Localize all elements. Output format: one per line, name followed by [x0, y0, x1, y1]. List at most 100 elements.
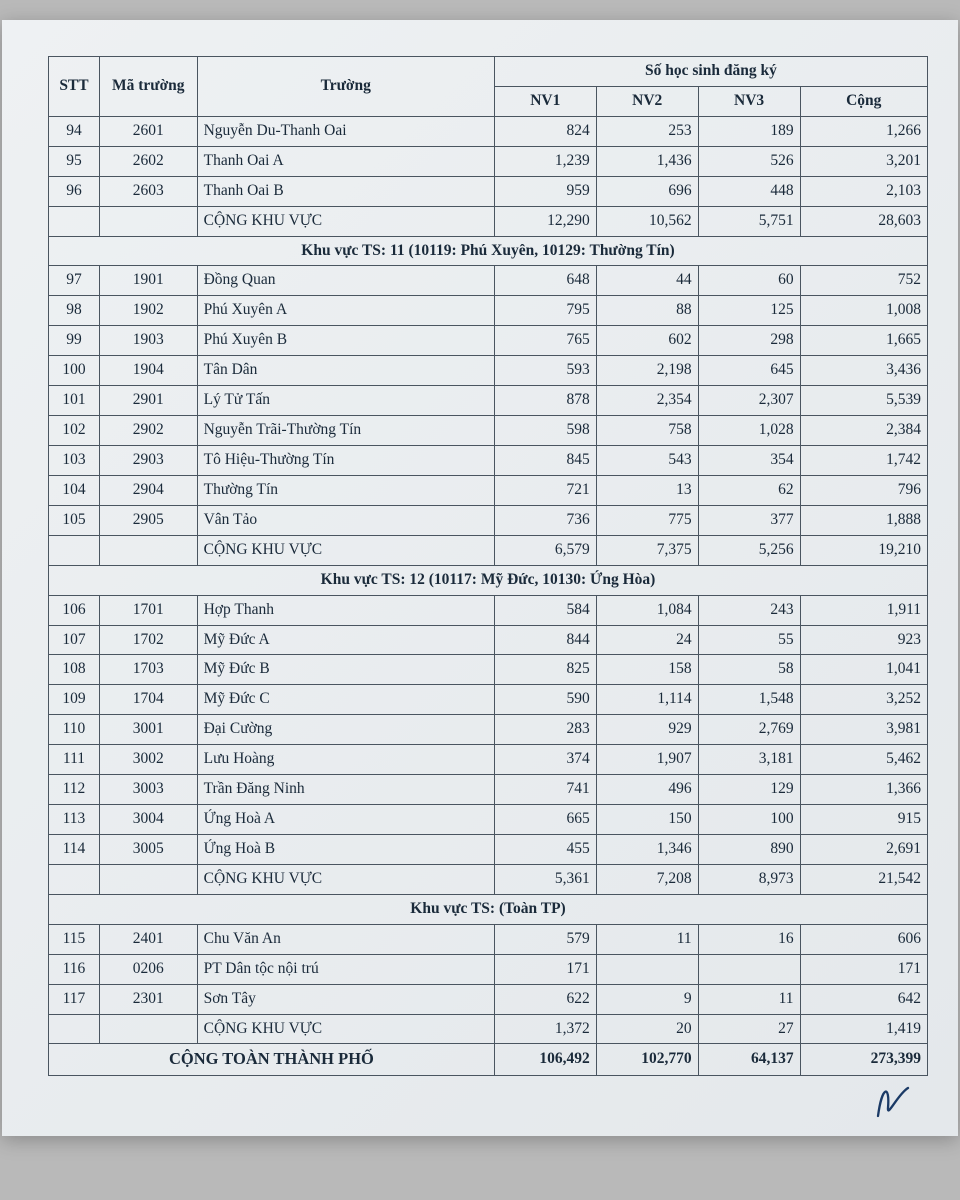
cell-nv2: 696 [596, 176, 698, 206]
cell-school-name: Mỹ Đức A [197, 625, 494, 655]
cell-nv2: 20 [596, 1014, 698, 1044]
cell-school-name: Sơn Tây [197, 984, 494, 1014]
cell-nv2: 10,562 [596, 206, 698, 236]
cell-sum: 1,742 [800, 445, 927, 475]
cell-nv2: 496 [596, 775, 698, 805]
cell-nv1: 765 [494, 326, 596, 356]
document-page: STT Mã trường Trường Số học sinh đăng ký… [2, 20, 958, 1136]
section-header-row: Khu vực TS: 12 (10117: Mỹ Đức, 10130: Ứn… [49, 565, 928, 595]
cell-nv3: 298 [698, 326, 800, 356]
cell-nv3: 5,256 [698, 535, 800, 565]
cell-school-name: Nguyễn Du-Thanh Oai [197, 116, 494, 146]
cell-code [99, 535, 197, 565]
cell-stt: 117 [49, 984, 100, 1014]
cell-school-name: Tô Hiệu-Thường Tín [197, 445, 494, 475]
cell-stt: 98 [49, 296, 100, 326]
cell-school-name: Ứng Hoà A [197, 805, 494, 835]
cell-code: 3003 [99, 775, 197, 805]
table-row: 952602Thanh Oai A1,2391,4365263,201 [49, 146, 928, 176]
cell-nv1: 455 [494, 834, 596, 864]
cell-code [99, 864, 197, 894]
table-row: 1012901Lý Tử Tấn8782,3542,3075,539 [49, 386, 928, 416]
cell-nv2: 1,346 [596, 834, 698, 864]
cell-nv1: 1,239 [494, 146, 596, 176]
cell-school-name: Thanh Oai B [197, 176, 494, 206]
cell-stt: 96 [49, 176, 100, 206]
header-truong: Trường [197, 57, 494, 117]
cell-nv1: 374 [494, 745, 596, 775]
cell-stt: 111 [49, 745, 100, 775]
cell-nv2: 253 [596, 116, 698, 146]
cell-nv3: 8,973 [698, 864, 800, 894]
cell-nv1: 824 [494, 116, 596, 146]
cell-nv1: 878 [494, 386, 596, 416]
cell-nv1: 845 [494, 445, 596, 475]
cell-nv3: 2,307 [698, 386, 800, 416]
cell-nv3: 11 [698, 984, 800, 1014]
cell-nv2: 929 [596, 715, 698, 745]
cell-stt: 109 [49, 685, 100, 715]
table-row: 991903Phú Xuyên B7656022981,665 [49, 326, 928, 356]
cell-nv3: 55 [698, 625, 800, 655]
cell-nv1: 959 [494, 176, 596, 206]
cell-stt: 104 [49, 475, 100, 505]
cell-sum: 1,041 [800, 655, 927, 685]
cell-nv2: 1,084 [596, 595, 698, 625]
cell-nv3: 2,769 [698, 715, 800, 745]
cell-sum: 3,981 [800, 715, 927, 745]
cell-stt: 103 [49, 445, 100, 475]
cell-stt: 112 [49, 775, 100, 805]
cell-sum: 1,665 [800, 326, 927, 356]
table-row: 1113002Lưu Hoàng3741,9073,1815,462 [49, 745, 928, 775]
cell-nv1: 844 [494, 625, 596, 655]
table-row: 1042904Thường Tín7211362796 [49, 475, 928, 505]
cell-code: 1902 [99, 296, 197, 326]
cell-nv3: 645 [698, 356, 800, 386]
cell-code: 3001 [99, 715, 197, 745]
subtotal-row: CỘNG KHU VỰC12,29010,5625,75128,603 [49, 206, 928, 236]
cell-sum: 752 [800, 266, 927, 296]
cell-sum: 21,542 [800, 864, 927, 894]
table-row: 1032903Tô Hiệu-Thường Tín8455433541,742 [49, 445, 928, 475]
cell-nv3: 1,548 [698, 685, 800, 715]
cell-nv3: 58 [698, 655, 800, 685]
cell-code: 1704 [99, 685, 197, 715]
cell-nv2: 758 [596, 416, 698, 446]
cell-stt: 110 [49, 715, 100, 745]
table-row: 1160206PT Dân tộc nội trú171171 [49, 954, 928, 984]
cell-nv3: 890 [698, 834, 800, 864]
table-row: 981902Phú Xuyên A795881251,008 [49, 296, 928, 326]
table-row: 1061701Hợp Thanh5841,0842431,911 [49, 595, 928, 625]
grand-total-row: CỘNG TOÀN THÀNH PHỐ106,492102,77064,1372… [49, 1044, 928, 1075]
cell-sum: 2,384 [800, 416, 927, 446]
cell-nv1: 1,372 [494, 1014, 596, 1044]
subtotal-row: CỘNG KHU VỰC6,5797,3755,25619,210 [49, 535, 928, 565]
cell-sum: 2,691 [800, 834, 927, 864]
cell-nv1: 283 [494, 715, 596, 745]
cell-stt: 99 [49, 326, 100, 356]
cell-school-name: Lý Tử Tấn [197, 386, 494, 416]
cell-school-name: Vân Tảo [197, 505, 494, 535]
cell-code: 1701 [99, 595, 197, 625]
table-row: 1091704Mỹ Đức C5901,1141,5483,252 [49, 685, 928, 715]
cell-nv2: 102,770 [596, 1044, 698, 1075]
cell-school-name: Phú Xuyên A [197, 296, 494, 326]
cell-school-name: Ứng Hoà B [197, 834, 494, 864]
cell-code [99, 206, 197, 236]
subtotal-label: CỘNG KHU VỰC [197, 535, 494, 565]
cell-code: 1904 [99, 356, 197, 386]
cell-nv1: 590 [494, 685, 596, 715]
cell-nv1: 579 [494, 924, 596, 954]
cell-stt: 97 [49, 266, 100, 296]
table-row: 942601Nguyễn Du-Thanh Oai8242531891,266 [49, 116, 928, 146]
cell-school-name: Trần Đăng Ninh [197, 775, 494, 805]
table-row: 971901Đồng Quan6484460752 [49, 266, 928, 296]
header-nv1: NV1 [494, 86, 596, 116]
table-row: 1152401Chu Văn An5791116606 [49, 924, 928, 954]
cell-nv2: 2,198 [596, 356, 698, 386]
table-row: 1103001Đại Cường2839292,7693,981 [49, 715, 928, 745]
cell-nv1: 648 [494, 266, 596, 296]
cell-code: 1703 [99, 655, 197, 685]
cell-stt: 101 [49, 386, 100, 416]
cell-school-name: Thanh Oai A [197, 146, 494, 176]
